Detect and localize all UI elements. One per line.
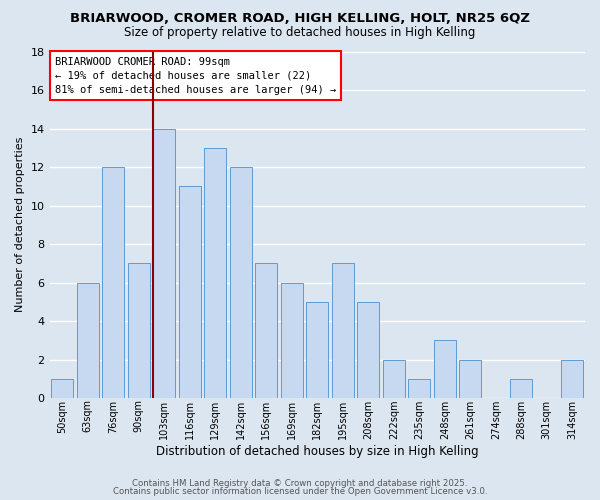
Text: Size of property relative to detached houses in High Kelling: Size of property relative to detached ho… [124,26,476,39]
Bar [332,264,353,398]
Bar [205,148,226,398]
Text: Contains HM Land Registry data © Crown copyright and database right 2025.: Contains HM Land Registry data © Crown c… [132,478,468,488]
Bar [409,379,430,398]
Bar [52,379,73,398]
X-axis label: Distribution of detached houses by size in High Kelling: Distribution of detached houses by size … [156,444,479,458]
Bar [358,302,379,398]
Bar [179,186,200,398]
Text: BRIARWOOD CROMER ROAD: 99sqm
← 19% of detached houses are smaller (22)
81% of se: BRIARWOOD CROMER ROAD: 99sqm ← 19% of de… [55,56,336,94]
Text: Contains public sector information licensed under the Open Government Licence v3: Contains public sector information licen… [113,487,487,496]
Bar [281,282,302,398]
Bar [256,264,277,398]
Bar [128,264,149,398]
Bar [434,340,455,398]
Bar [562,360,583,398]
Bar [460,360,481,398]
Bar [383,360,404,398]
Bar [103,167,124,398]
Bar [230,167,251,398]
Y-axis label: Number of detached properties: Number of detached properties [15,137,25,312]
Bar [307,302,328,398]
Bar [77,282,98,398]
Bar [511,379,532,398]
Text: BRIARWOOD, CROMER ROAD, HIGH KELLING, HOLT, NR25 6QZ: BRIARWOOD, CROMER ROAD, HIGH KELLING, HO… [70,12,530,26]
Bar [154,128,175,398]
